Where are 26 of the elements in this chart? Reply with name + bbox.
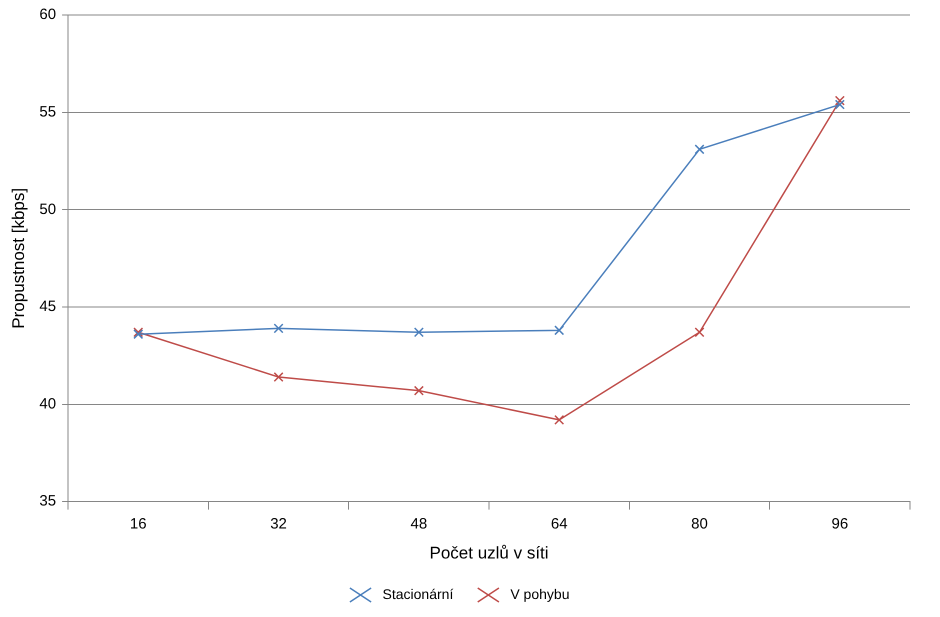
x-tick-label: 64 [550,516,568,533]
y-tick-label: 55 [39,103,56,120]
x-tick-label: 48 [410,516,428,533]
point [274,323,284,334]
point [834,96,845,106]
y-tick-label: 50 [39,200,56,218]
point [414,386,424,396]
y-tick-label: 35 [39,492,56,510]
x-axis-title: Počet uzlů v síti [430,543,549,562]
point [414,327,424,338]
point [834,100,845,110]
point [554,414,564,425]
point [554,325,564,336]
x-tick-label: 32 [270,516,287,533]
x-tick-label: 96 [831,516,848,533]
y-tick-label: 60 [39,6,56,24]
legend-label: Stacionární [382,586,454,602]
x-tick-label: 16 [130,516,147,533]
y-axis-title: Propustnost [kbps] [8,188,28,329]
y-tick-label: 45 [39,298,56,316]
point [694,144,705,154]
point [274,372,284,382]
legend-label: V pohybu [510,586,570,602]
y-tick-label: 40 [39,395,56,412]
x-tick-label: 80 [691,516,708,533]
point [694,327,705,338]
